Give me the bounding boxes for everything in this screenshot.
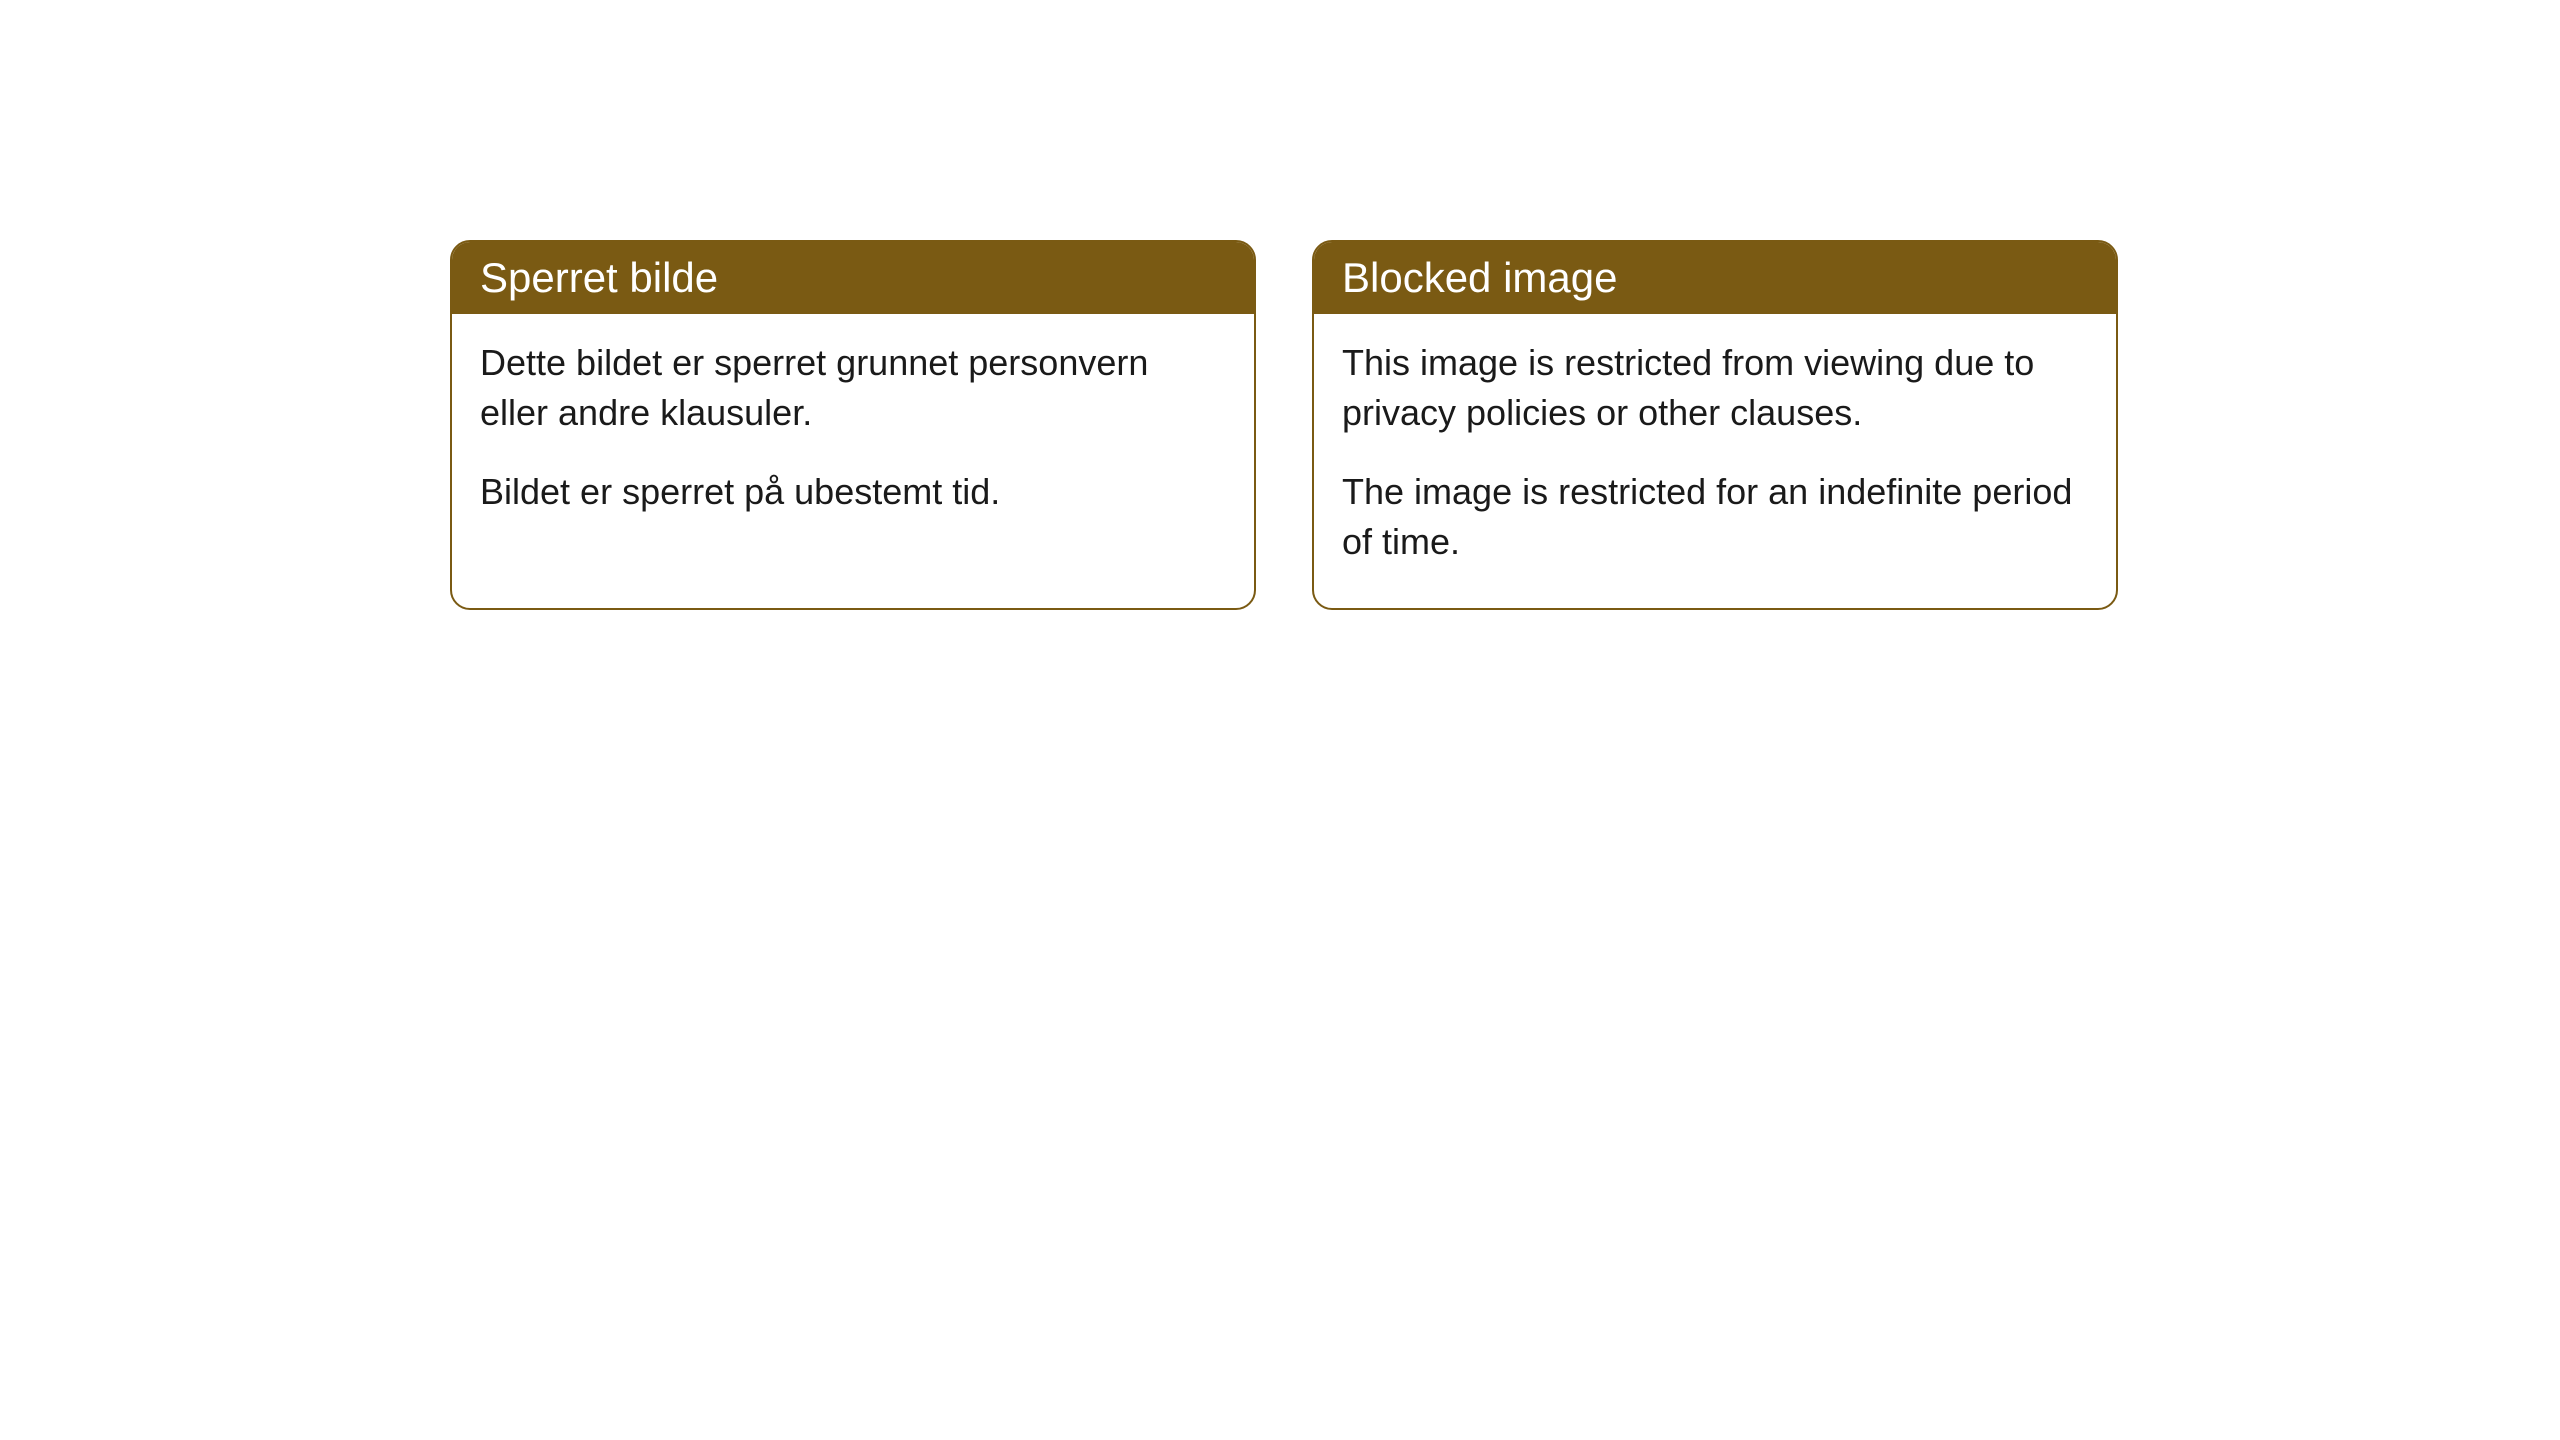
notice-cards-container: Sperret bilde Dette bildet er sperret gr… bbox=[450, 240, 2118, 610]
card-title: Blocked image bbox=[1342, 254, 1617, 301]
card-paragraph: Dette bildet er sperret grunnet personve… bbox=[480, 338, 1226, 439]
card-title: Sperret bilde bbox=[480, 254, 718, 301]
card-body: Dette bildet er sperret grunnet personve… bbox=[452, 314, 1254, 557]
card-header: Sperret bilde bbox=[452, 242, 1254, 314]
card-paragraph: Bildet er sperret på ubestemt tid. bbox=[480, 467, 1226, 517]
card-header: Blocked image bbox=[1314, 242, 2116, 314]
card-body: This image is restricted from viewing du… bbox=[1314, 314, 2116, 608]
blocked-image-card-norwegian: Sperret bilde Dette bildet er sperret gr… bbox=[450, 240, 1256, 610]
card-paragraph: The image is restricted for an indefinit… bbox=[1342, 467, 2088, 568]
blocked-image-card-english: Blocked image This image is restricted f… bbox=[1312, 240, 2118, 610]
card-paragraph: This image is restricted from viewing du… bbox=[1342, 338, 2088, 439]
